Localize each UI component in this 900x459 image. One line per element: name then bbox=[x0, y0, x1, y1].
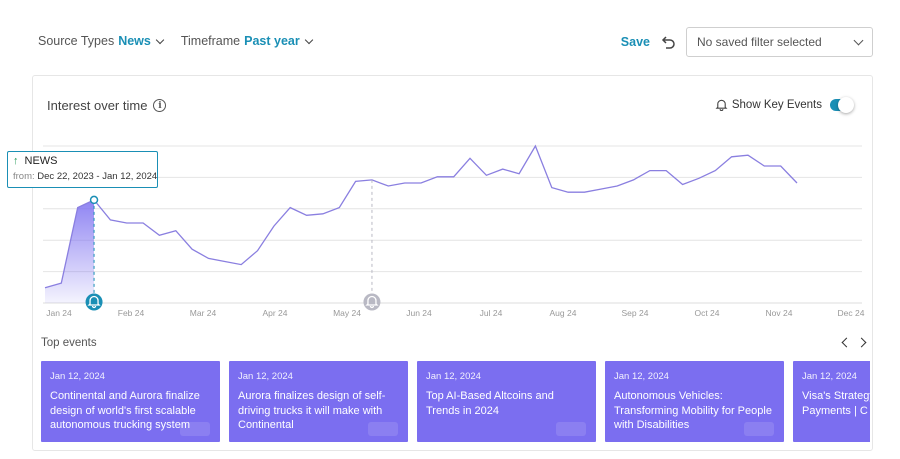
key-event-bell-icon[interactable] bbox=[363, 293, 381, 311]
undo-icon[interactable] bbox=[660, 34, 676, 50]
panel-title-text: Interest over time bbox=[47, 98, 148, 113]
event-headline: Top AI-Based Altcoins and Trends in 2024 bbox=[426, 390, 554, 417]
timeframe-value: Past year bbox=[244, 34, 300, 48]
top-events-list: Jan 12, 2024 Continental and Aurora fina… bbox=[41, 361, 870, 443]
key-events-control: Show Key Events bbox=[715, 96, 854, 113]
key-events-toggle[interactable] bbox=[830, 96, 854, 113]
timeframe-filter[interactable]: Timeframe Past year bbox=[180, 34, 313, 48]
tooltip-range: Dec 22, 2023 - Jan 12, 2024 bbox=[37, 171, 158, 182]
event-card[interactable]: Jan 12, 2024 Aurora finalizes design of … bbox=[229, 361, 408, 442]
tooltip-from-label: from: bbox=[13, 171, 35, 182]
event-card[interactable]: Jan 12, 2024 Continental and Aurora fina… bbox=[41, 361, 220, 442]
source-logo-icon bbox=[368, 422, 398, 436]
event-card[interactable]: Jan 12, 2024 Top AI-Based Altcoins and T… bbox=[417, 361, 596, 442]
x-tick-label: Jan 24 bbox=[46, 308, 72, 318]
source-types-value: News bbox=[118, 34, 151, 48]
x-tick-label: Jul 24 bbox=[480, 308, 503, 318]
interest-chart: Jan 24 Feb 24 Mar 24 Apr 24 May 24 Jun 24 Jul … bbox=[43, 144, 865, 318]
event-card[interactable]: Jan 12, 2024 Visa's Strategy Unveiling t… bbox=[793, 361, 870, 442]
x-tick-label: Sep 24 bbox=[622, 308, 649, 318]
tooltip-series: NEWS bbox=[24, 155, 58, 167]
series-line-news bbox=[44, 144, 798, 289]
x-tick-label: Mar 24 bbox=[190, 308, 217, 318]
event-date: Jan 12, 2024 bbox=[802, 371, 857, 382]
x-tick-label: Dec 24 bbox=[838, 308, 865, 318]
events-nav bbox=[841, 336, 867, 348]
x-tick-label: Feb 24 bbox=[118, 308, 145, 318]
bell-icon bbox=[715, 99, 728, 111]
event-date: Jan 12, 2024 bbox=[50, 371, 105, 382]
chart-tooltip: ↑ NEWS from: Dec 22, 2023 - Jan 12, 2024 bbox=[7, 151, 158, 188]
filter-bar: Source Types News Timeframe Past year bbox=[38, 34, 313, 48]
selected-point[interactable] bbox=[89, 195, 99, 205]
event-headline: Continental and Aurora finalize design o… bbox=[50, 390, 200, 431]
top-events-label: Top events bbox=[41, 337, 97, 349]
highlight-area bbox=[45, 199, 94, 303]
event-headline: Visa's Strategy Unveiling the Payments |… bbox=[802, 390, 870, 417]
save-button[interactable]: Save bbox=[620, 35, 650, 49]
saved-filter-value: No saved filter selected bbox=[697, 35, 822, 49]
source-types-label: Source Types bbox=[38, 34, 115, 48]
key-events-label: Show Key Events bbox=[731, 98, 822, 111]
source-logo-icon bbox=[744, 422, 774, 436]
source-logo-icon bbox=[180, 422, 210, 436]
chevron-right-icon[interactable] bbox=[856, 337, 867, 348]
timeframe-label: Timeframe bbox=[180, 34, 241, 48]
event-card[interactable]: Jan 12, 2024 Autonomous Vehicles: Transf… bbox=[605, 361, 784, 442]
event-date: Jan 12, 2024 bbox=[614, 371, 669, 382]
source-types-filter[interactable]: Source Types News bbox=[38, 34, 165, 48]
event-date: Jan 12, 2024 bbox=[426, 371, 481, 382]
x-tick-label: Oct 24 bbox=[694, 308, 719, 318]
event-headline: Autonomous Vehicles: Transforming Mobili… bbox=[614, 390, 772, 431]
x-tick-label: May 24 bbox=[333, 308, 361, 318]
saved-filter-select[interactable]: No saved filter selected bbox=[686, 27, 873, 57]
key-event-bell-icon[interactable] bbox=[85, 293, 103, 311]
panel-title: Interest over time i bbox=[47, 98, 167, 113]
x-tick-label: Nov 24 bbox=[766, 308, 793, 318]
chevron-left-icon[interactable] bbox=[841, 337, 852, 348]
trend-up-icon: ↑ bbox=[13, 155, 19, 167]
toggle-knob bbox=[838, 96, 854, 113]
source-logo-icon bbox=[556, 422, 586, 436]
saved-filter-area: Save No saved filter selected bbox=[621, 27, 873, 57]
info-icon[interactable]: i bbox=[153, 99, 167, 112]
event-date: Jan 12, 2024 bbox=[238, 371, 293, 382]
x-tick-label: Jun 24 bbox=[406, 308, 432, 318]
x-tick-label: Apr 24 bbox=[262, 308, 287, 318]
event-headline: Aurora finalizes design of self-driving … bbox=[238, 390, 386, 431]
x-tick-label: Aug 24 bbox=[550, 308, 577, 318]
